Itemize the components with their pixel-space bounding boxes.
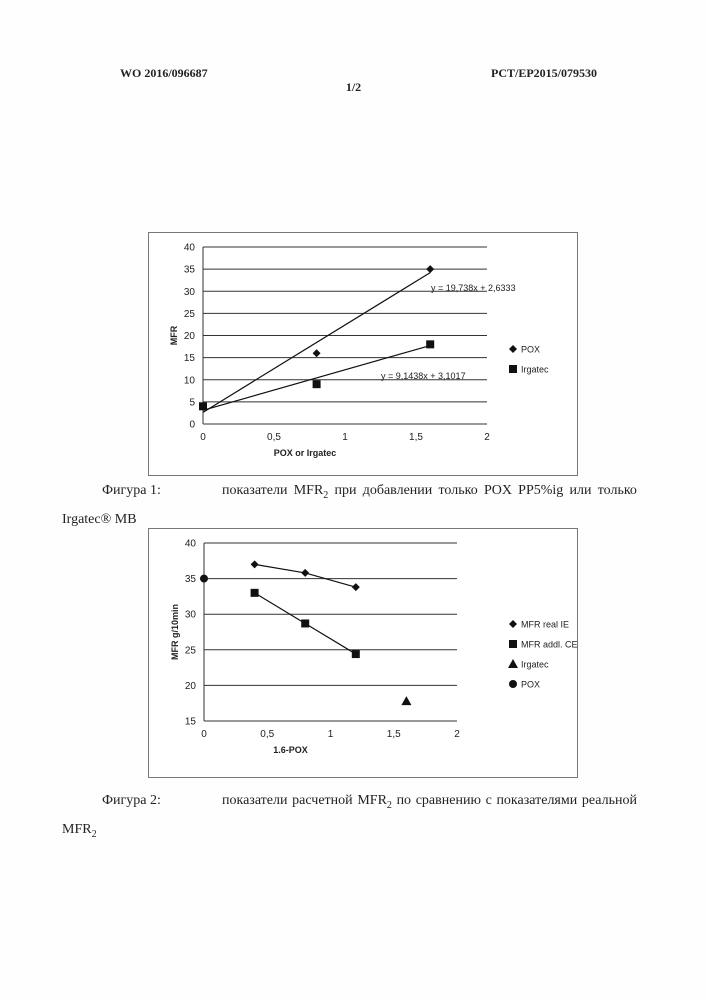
data-point-diamond bbox=[313, 349, 321, 357]
y-tick-label: 35 bbox=[184, 265, 196, 276]
x-tick-label: 2 bbox=[484, 432, 490, 443]
y-tick-label: 30 bbox=[184, 287, 196, 298]
caption-word: или bbox=[570, 480, 592, 507]
caption-word: расчетной bbox=[292, 790, 353, 817]
legend-marker bbox=[509, 620, 517, 628]
trendline-equation: y = 19,738x + 2,6333 bbox=[431, 283, 516, 293]
x-tick-label: 1,5 bbox=[409, 432, 423, 443]
y-tick-label: 15 bbox=[184, 353, 196, 364]
figure-2-caption: Фигура 2: показатели расчетной MFR2 по с… bbox=[62, 790, 637, 846]
caption-word: MFR2 bbox=[294, 480, 329, 507]
caption-word: сравнению bbox=[416, 790, 481, 817]
caption-word: реальной bbox=[582, 790, 637, 817]
x-tick-label: 0 bbox=[200, 432, 206, 443]
caption-word: при bbox=[335, 480, 357, 507]
y-tick-label: 30 bbox=[185, 610, 197, 621]
figure-2-plot: 15 20 25 30 35 40 0 0,5 1 1,5 2 1.6-POX MFR g/10min M… bbox=[149, 529, 577, 777]
x-axis-label: 1.6-POX bbox=[273, 745, 308, 755]
y-tick-label: 25 bbox=[184, 309, 196, 320]
trendline-pox bbox=[203, 273, 430, 413]
figure-2-caption-text: показатели расчетной MFR2 по сравнению с… bbox=[222, 790, 637, 817]
caption-word: с bbox=[486, 790, 492, 817]
x-tick-label: 0,5 bbox=[260, 729, 274, 740]
legend-label: MFR real IE bbox=[521, 620, 569, 630]
figure-1-chart: 0 5 10 15 20 25 30 35 40 0 0,5 1 1,5 2 POX or Irgatec M… bbox=[148, 232, 578, 476]
legend-label: POX bbox=[521, 345, 540, 355]
data-point-square bbox=[301, 619, 309, 627]
legend-marker bbox=[509, 365, 517, 373]
y-tick-label: 20 bbox=[185, 681, 197, 692]
figure-1-caption-text: показатели MFR2 при добавлении только PO… bbox=[222, 480, 637, 507]
figure-2-label: Фигура 2: bbox=[62, 790, 222, 817]
caption-word: MFR2 bbox=[357, 790, 392, 817]
data-point-diamond bbox=[251, 560, 259, 568]
caption-word: показатели bbox=[222, 480, 288, 507]
y-tick-label: 10 bbox=[184, 375, 196, 386]
figure-2-caption-line2: MFR2 bbox=[62, 819, 637, 846]
data-point-diamond bbox=[426, 265, 434, 273]
caption-word: только bbox=[439, 480, 478, 507]
legend-label: POX bbox=[521, 680, 540, 690]
page-number: 1/2 bbox=[0, 80, 707, 95]
legend-label: MFR addl. CE bbox=[521, 640, 578, 650]
data-point-triangle bbox=[401, 696, 411, 705]
x-tick-label: 2 bbox=[454, 729, 460, 740]
data-point-diamond bbox=[352, 583, 360, 591]
figure-2-chart: 15 20 25 30 35 40 0 0,5 1 1,5 2 1.6-POX MFR g/10min M… bbox=[148, 528, 578, 778]
x-tick-label: 1 bbox=[342, 432, 348, 443]
data-point-circle bbox=[200, 575, 208, 583]
y-axis-label: MFR bbox=[169, 325, 179, 345]
caption-word: PP5%ig bbox=[518, 480, 563, 507]
caption-word: по bbox=[397, 790, 412, 817]
y-tick-label: 20 bbox=[184, 331, 196, 342]
caption-word: добавлении bbox=[363, 480, 433, 507]
legend-marker bbox=[508, 659, 518, 668]
data-point-diamond bbox=[301, 569, 309, 577]
legend-marker bbox=[509, 640, 517, 648]
figure-1-label: Фигура 1: bbox=[62, 480, 222, 507]
legend-label: Irgatec bbox=[521, 365, 549, 375]
trendline-equation: y = 9,1438x + 3,1017 bbox=[381, 371, 466, 381]
x-axis-label: POX or Irgatec bbox=[274, 448, 337, 458]
x-tick-label: 1,5 bbox=[387, 729, 401, 740]
patent-number: WO 2016/096687 bbox=[120, 66, 208, 81]
y-tick-label: 0 bbox=[189, 420, 195, 431]
caption-word: POX bbox=[484, 480, 512, 507]
caption-word: только bbox=[598, 480, 637, 507]
legend-label: Irgatec bbox=[521, 660, 549, 670]
legend-marker bbox=[509, 680, 517, 688]
data-point-square bbox=[251, 589, 259, 597]
data-point-square bbox=[352, 650, 360, 658]
caption-word: показатели bbox=[222, 790, 288, 817]
y-axis-label: MFR g/10min bbox=[170, 604, 180, 660]
y-tick-label: 15 bbox=[185, 717, 197, 728]
figure-1-plot: 0 5 10 15 20 25 30 35 40 0 0,5 1 1,5 2 POX or Irgatec M… bbox=[149, 233, 577, 475]
y-tick-label: 40 bbox=[184, 243, 196, 254]
y-tick-label: 5 bbox=[189, 397, 195, 408]
figure-1-caption: Фигура 1: показатели MFR2 при добавлении… bbox=[62, 480, 637, 531]
x-tick-label: 0,5 bbox=[267, 432, 281, 443]
application-number: PCT/EP2015/079530 bbox=[491, 66, 597, 81]
x-tick-label: 0 bbox=[201, 729, 207, 740]
x-tick-label: 1 bbox=[328, 729, 334, 740]
y-tick-label: 40 bbox=[185, 539, 197, 550]
y-tick-label: 35 bbox=[185, 574, 197, 585]
y-tick-label: 25 bbox=[185, 645, 197, 656]
caption-word: показателями bbox=[496, 790, 577, 817]
data-point-square bbox=[199, 402, 207, 410]
data-point-square bbox=[313, 380, 321, 388]
legend-marker bbox=[509, 345, 517, 353]
data-point-square bbox=[426, 340, 434, 348]
